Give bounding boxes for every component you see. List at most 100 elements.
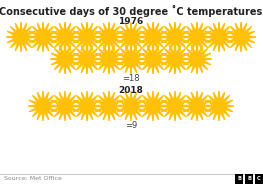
Polygon shape — [152, 44, 154, 51]
Polygon shape — [155, 44, 159, 51]
Polygon shape — [196, 67, 198, 74]
Polygon shape — [94, 105, 101, 107]
Polygon shape — [164, 48, 170, 54]
Polygon shape — [205, 58, 212, 60]
Polygon shape — [54, 48, 60, 54]
Polygon shape — [120, 95, 126, 101]
Polygon shape — [73, 105, 80, 107]
Polygon shape — [226, 36, 233, 38]
Polygon shape — [174, 67, 176, 74]
Polygon shape — [138, 39, 145, 43]
Polygon shape — [155, 113, 159, 120]
Polygon shape — [177, 113, 181, 120]
Polygon shape — [202, 48, 208, 54]
Polygon shape — [116, 39, 123, 43]
Polygon shape — [177, 66, 181, 73]
Polygon shape — [155, 45, 159, 52]
Text: =9: =9 — [125, 121, 137, 130]
Polygon shape — [180, 64, 186, 70]
Polygon shape — [76, 95, 82, 101]
Polygon shape — [73, 53, 80, 57]
Polygon shape — [28, 105, 35, 107]
Polygon shape — [161, 100, 168, 104]
Polygon shape — [59, 113, 63, 120]
Polygon shape — [243, 23, 247, 30]
Polygon shape — [174, 22, 176, 29]
Polygon shape — [70, 48, 75, 54]
Polygon shape — [67, 113, 71, 120]
Polygon shape — [142, 64, 148, 70]
Polygon shape — [95, 39, 102, 43]
Circle shape — [145, 98, 160, 113]
Polygon shape — [186, 26, 192, 32]
Polygon shape — [240, 22, 242, 29]
Polygon shape — [139, 105, 146, 107]
Polygon shape — [155, 66, 159, 73]
Polygon shape — [133, 45, 137, 52]
Polygon shape — [147, 66, 151, 73]
Circle shape — [58, 98, 73, 113]
Polygon shape — [139, 31, 146, 35]
Circle shape — [102, 30, 117, 45]
Polygon shape — [108, 91, 110, 98]
Polygon shape — [227, 31, 234, 35]
Polygon shape — [158, 42, 164, 48]
Polygon shape — [182, 108, 189, 112]
Polygon shape — [98, 48, 104, 54]
Polygon shape — [204, 108, 211, 112]
Polygon shape — [111, 45, 115, 52]
Polygon shape — [50, 105, 57, 107]
Polygon shape — [227, 36, 234, 38]
Polygon shape — [139, 61, 146, 65]
Polygon shape — [45, 23, 49, 30]
Polygon shape — [94, 39, 101, 43]
Polygon shape — [174, 91, 176, 98]
Polygon shape — [183, 31, 190, 35]
Polygon shape — [86, 22, 88, 29]
Polygon shape — [32, 111, 38, 117]
Polygon shape — [240, 45, 242, 52]
Polygon shape — [117, 31, 124, 35]
Polygon shape — [26, 26, 32, 32]
Polygon shape — [117, 105, 124, 107]
Polygon shape — [6, 36, 13, 38]
Polygon shape — [183, 39, 190, 43]
Polygon shape — [50, 100, 57, 104]
Polygon shape — [125, 44, 129, 51]
Polygon shape — [213, 23, 217, 30]
Polygon shape — [67, 45, 71, 52]
Polygon shape — [95, 61, 102, 65]
Circle shape — [58, 51, 73, 66]
Text: B: B — [247, 176, 251, 181]
Circle shape — [190, 98, 205, 113]
Polygon shape — [180, 48, 186, 54]
Polygon shape — [161, 105, 168, 107]
Text: B: B — [237, 176, 241, 181]
Polygon shape — [64, 67, 66, 74]
Polygon shape — [196, 44, 198, 51]
Polygon shape — [138, 108, 145, 112]
Polygon shape — [50, 31, 57, 35]
Polygon shape — [152, 114, 154, 121]
Polygon shape — [50, 39, 57, 43]
Polygon shape — [169, 66, 173, 73]
Polygon shape — [120, 48, 126, 54]
Polygon shape — [89, 45, 93, 52]
Polygon shape — [76, 48, 82, 54]
Circle shape — [145, 30, 160, 45]
Polygon shape — [23, 23, 27, 30]
Circle shape — [124, 98, 139, 113]
Polygon shape — [235, 23, 239, 30]
Polygon shape — [108, 114, 110, 121]
Polygon shape — [182, 36, 189, 38]
Polygon shape — [92, 26, 98, 32]
Circle shape — [36, 98, 50, 113]
Polygon shape — [64, 44, 66, 51]
Polygon shape — [73, 61, 80, 65]
Polygon shape — [138, 53, 145, 57]
Polygon shape — [29, 31, 36, 35]
FancyBboxPatch shape — [245, 174, 253, 184]
Polygon shape — [152, 22, 154, 29]
Polygon shape — [72, 53, 79, 57]
Polygon shape — [139, 100, 146, 104]
